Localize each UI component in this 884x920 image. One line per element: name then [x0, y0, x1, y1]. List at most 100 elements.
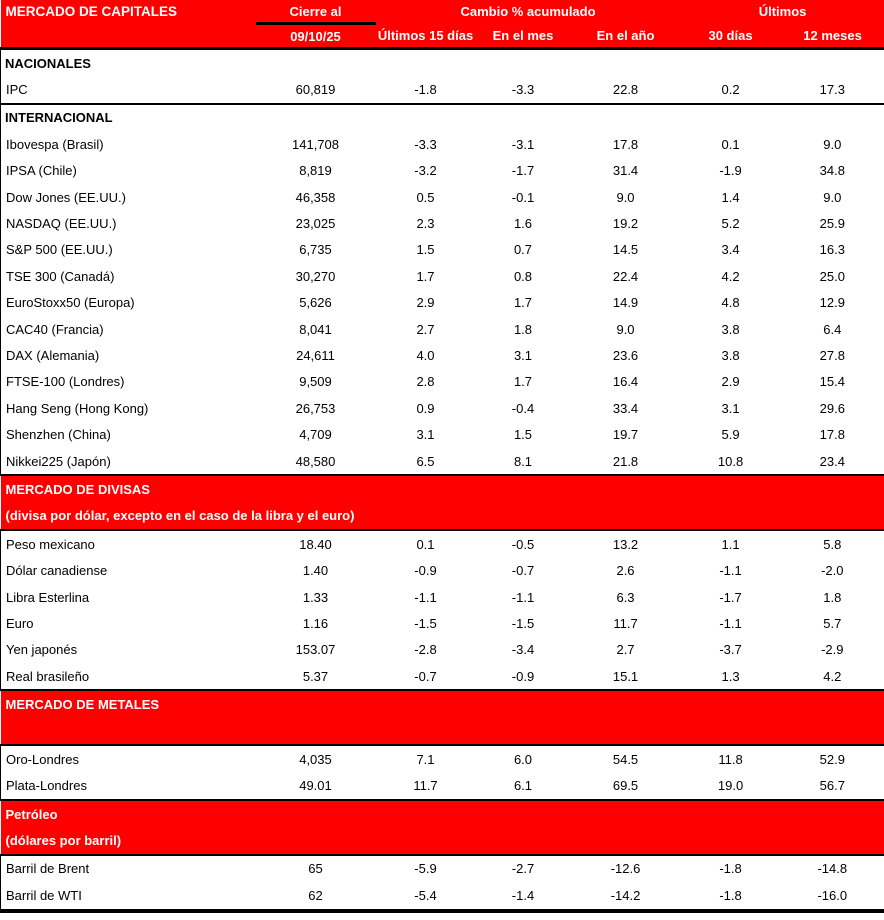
row-label: IPSA (Chile): [0, 157, 256, 184]
value-cell: -3.3: [414, 136, 437, 152]
row-label: TSE 300 (Canadá): [0, 263, 256, 290]
change-group-label: Cambio % acumulado: [375, 0, 681, 24]
value-cell: 60,819: [295, 82, 336, 98]
row-label: DAX (Alemania): [0, 342, 256, 369]
row-label: Peso mexicano: [0, 530, 256, 558]
value-cell: 1.5: [513, 427, 533, 443]
value-cell: 1.7: [416, 268, 435, 284]
value-cell: 4.2: [721, 268, 740, 284]
table-row: Barril de Brent 65 -5.9 -2.7 -12.6 -1.8 -14.8: [0, 854, 884, 883]
value-cell: 23.6: [612, 347, 639, 363]
value-cell: 14.9: [612, 295, 639, 311]
value-cell: 1.3: [721, 668, 740, 684]
value-cell: -1.7: [719, 589, 742, 605]
row-label: Yen japonés: [0, 636, 256, 663]
band-label: (divisa por dólar, excepto en el caso de…: [0, 502, 884, 532]
value-cell: -1.8: [719, 861, 742, 877]
value-cell: 52.9: [780, 745, 884, 773]
band-row: (divisa por dólar, excepto en el caso de…: [0, 502, 884, 532]
row-label: EuroStoxx50 (Europa): [0, 289, 256, 316]
value-cell: -14.8: [780, 854, 884, 883]
band-label: MERCADO DE DIVISAS: [0, 474, 884, 503]
value-cell: 141,708: [292, 136, 339, 152]
value-cell: -16.0: [780, 882, 884, 913]
band-label: [0, 717, 884, 747]
row-label: Dow Jones (EE.UU.): [0, 183, 256, 211]
value-cell: -12.6: [610, 861, 641, 877]
value-cell: 65: [308, 861, 323, 877]
value-cell: 17.8: [612, 136, 639, 152]
value-cell: -0.7: [414, 668, 437, 684]
value-cell: -3.1: [511, 136, 535, 152]
value-cell: 22.4: [612, 268, 639, 284]
col-label-last-15-days: Últimos 15 días: [375, 23, 476, 50]
header-row-columns: 09/10/25 Últimos 15 días En el mes En el…: [0, 23, 884, 50]
value-cell: -3.3: [511, 82, 535, 98]
value-cell: 9.0: [780, 183, 884, 211]
value-cell: 5.37: [302, 668, 329, 684]
value-cell: -1.9: [719, 163, 742, 179]
value-cell: 11.8: [718, 751, 743, 767]
value-cell: 23.4: [780, 447, 884, 476]
value-cell: 6.3: [616, 589, 635, 605]
value-cell: 17.8: [780, 421, 884, 448]
value-cell: 3.8: [721, 347, 740, 363]
value-cell: 1.40: [302, 563, 329, 579]
value-cell: 1.6: [513, 216, 533, 232]
row-label: FTSE-100 (Londres): [0, 368, 256, 396]
value-cell: 4,709: [299, 427, 332, 443]
value-cell: 6.0: [513, 751, 533, 767]
band-row: Petróleo: [0, 798, 884, 828]
row-label: CAC40 (Francia): [0, 315, 256, 343]
row-label: Shenzhen (China): [0, 421, 256, 448]
row-label: NASDAQ (EE.UU.): [0, 210, 256, 237]
value-cell: -14.2: [570, 882, 681, 913]
table-row: Barril de WTI 62 -5.4 -1.4 -14.2 -1.8 -16.0: [0, 882, 884, 913]
table-row: Euro 1.16 -1.5 -1.5 11.7 -1.1 5.7: [0, 610, 884, 637]
table-row: NASDAQ (EE.UU.) 23,025 2.3 1.6 19.2 5.2 25.9: [0, 210, 884, 237]
value-cell: 3.1: [416, 427, 435, 443]
value-cell: 23,025: [295, 216, 336, 232]
value-cell: -2.0: [780, 557, 884, 584]
value-cell: 12.9: [780, 289, 884, 316]
value-cell: 18.40: [299, 536, 332, 552]
value-cell: 25.0: [780, 263, 884, 290]
col-label-30-days: 30 días: [680, 23, 781, 50]
value-cell: -0.9: [511, 668, 535, 684]
value-cell: 4,035: [299, 751, 332, 767]
table-row: IPC 60,819 -1.8 -3.3 22.8 0.2 17.3: [0, 76, 884, 104]
value-cell: 1.7: [513, 295, 533, 311]
value-cell: 2.9: [416, 295, 435, 311]
value-cell: -2.8: [414, 642, 437, 658]
band-label: Petróleo: [0, 798, 884, 828]
value-cell: 0.7: [513, 242, 533, 258]
row-label: Euro: [0, 610, 256, 637]
table-row: CAC40 (Francia) 8,041 2.7 1.8 9.0 3.8 6.4: [0, 315, 884, 343]
value-cell: 3.1: [513, 347, 533, 363]
value-cell: 8,041: [299, 321, 332, 337]
value-cell: -2.7: [511, 861, 535, 877]
value-cell: 46,358: [295, 189, 336, 205]
value-cell: -1.8: [414, 82, 437, 98]
value-cell: 153.07: [295, 642, 336, 658]
col-label-in-month: En el mes: [475, 23, 571, 50]
value-cell: 27.8: [780, 342, 884, 369]
table-row: S&P 500 (EE.UU.) 6,735 1.5 0.7 14.5 3.4 16.3: [0, 236, 884, 264]
value-cell: 1.1: [721, 536, 740, 552]
value-cell: 5.2: [721, 216, 740, 232]
value-cell: 1.33: [302, 589, 329, 605]
last-group-label: Últimos: [680, 0, 884, 24]
value-cell: 19.7: [612, 427, 639, 443]
value-cell: 10.8: [717, 453, 744, 469]
value-cell: 5.7: [780, 610, 884, 637]
value-cell: 6.5: [416, 453, 435, 469]
value-cell: 2.3: [416, 216, 435, 232]
table-row: FTSE-100 (Londres) 9,509 2.8 1.7 16.4 2.9 15.4: [0, 368, 884, 396]
table-row: Nikkei225 (Japón) 48,580 6.5 8.1 21.8 10.8 23.…: [0, 447, 884, 476]
col-label-12-months: 12 meses: [780, 23, 884, 50]
value-cell: 30,270: [295, 268, 336, 284]
value-cell: 48,580: [295, 453, 336, 469]
value-cell: 11.7: [613, 615, 638, 631]
value-cell: 21.8: [612, 453, 639, 469]
